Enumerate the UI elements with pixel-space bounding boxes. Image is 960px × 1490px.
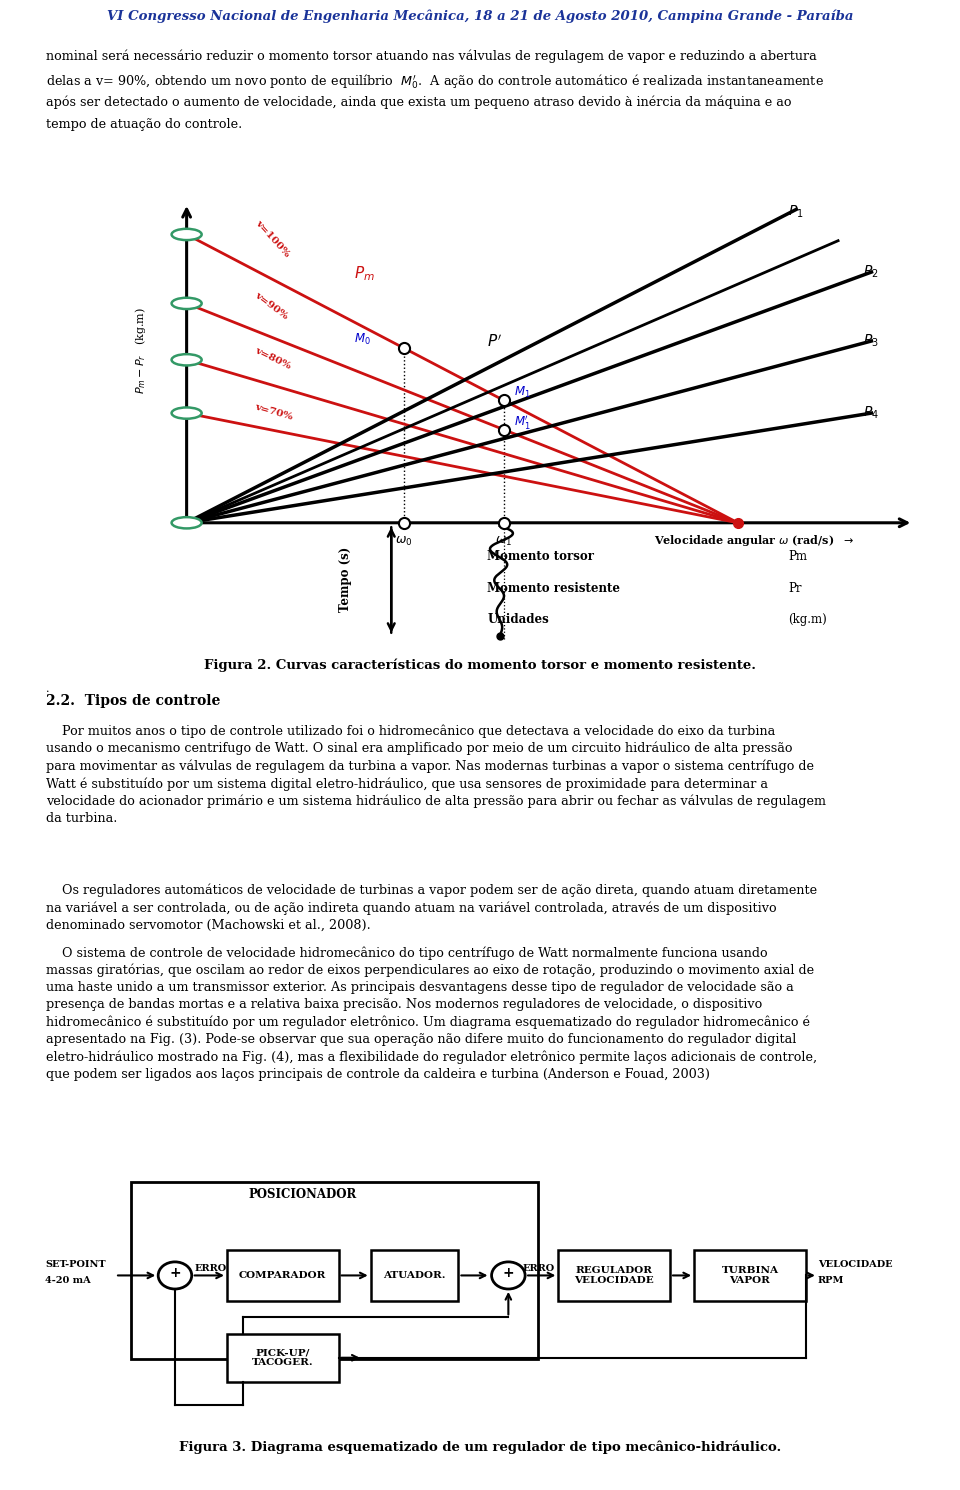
Text: Momento resistente: Momento resistente — [488, 581, 620, 595]
Text: VI Congresso Nacional de Engenharia Mecânica, 18 a 21 de Agosto 2010, Campina Gr: VI Congresso Nacional de Engenharia Mecâ… — [107, 10, 853, 24]
Text: Velocidade angular $\omega$ (rad/s)  $\rightarrow$: Velocidade angular $\omega$ (rad/s) $\ri… — [655, 532, 854, 547]
Text: POSICIONADOR: POSICIONADOR — [249, 1188, 357, 1201]
Circle shape — [172, 407, 202, 419]
Bar — [227, 1250, 339, 1301]
Text: (kg.m): (kg.m) — [788, 612, 827, 626]
Text: delas a v= 90%, obtendo um novo ponto de equilíbrio  $M_0'$.  A ação do controle: delas a v= 90%, obtendo um novo ponto de… — [46, 72, 824, 91]
Text: $P_m - P_r$   (kg.m): $P_m - P_r$ (kg.m) — [133, 307, 148, 393]
Text: 4-20 mA: 4-20 mA — [45, 1275, 91, 1284]
Text: TURBINA
VAPOR: TURBINA VAPOR — [721, 1265, 779, 1286]
Circle shape — [172, 298, 202, 308]
Text: Figura 3. Diagrama esquematizado de um regulador de tipo mecânico-hidráulico.: Figura 3. Diagrama esquematizado de um r… — [179, 1441, 781, 1454]
Text: $\omega_1$: $\omega_1$ — [495, 535, 513, 548]
Text: Os reguladores automáticos de velocidade de turbinas a vapor podem ser de ação d: Os reguladores automáticos de velocidade… — [46, 884, 817, 931]
Text: ERRO: ERRO — [195, 1264, 227, 1272]
Text: -: - — [172, 1280, 179, 1295]
Text: $P_3$: $P_3$ — [863, 332, 878, 349]
Text: $P_4$: $P_4$ — [863, 404, 879, 420]
Text: REGULADOR
VELOCIDADE: REGULADOR VELOCIDADE — [574, 1265, 654, 1286]
Bar — [694, 1250, 805, 1301]
Text: COMPARADOR: COMPARADOR — [239, 1271, 326, 1280]
Text: 2.2.  Tipos de controle: 2.2. Tipos de controle — [46, 694, 221, 708]
Text: $P_1$: $P_1$ — [788, 204, 804, 221]
Circle shape — [492, 1262, 525, 1289]
Circle shape — [158, 1262, 192, 1289]
Text: nominal será necessário reduzir o momento torsor atuando nas válvulas de regulag: nominal será necessário reduzir o moment… — [46, 49, 817, 63]
Text: Unidades: Unidades — [488, 612, 549, 626]
Circle shape — [172, 517, 202, 529]
Text: Tempo (s): Tempo (s) — [339, 547, 351, 612]
Text: $P'$: $P'$ — [488, 334, 502, 350]
Bar — [227, 1334, 339, 1383]
Text: Momento torsor: Momento torsor — [488, 550, 594, 563]
Text: Pr: Pr — [788, 581, 802, 595]
Text: ATUADOR.: ATUADOR. — [383, 1271, 445, 1280]
Text: v=80%: v=80% — [253, 346, 293, 371]
Bar — [131, 1182, 539, 1359]
Text: .: . — [46, 684, 50, 694]
Bar — [371, 1250, 459, 1301]
Text: $P_m$: $P_m$ — [353, 264, 374, 283]
Text: Por muitos anos o tipo de controle utilizado foi o hidromecânico que detectava a: Por muitos anos o tipo de controle utili… — [46, 724, 826, 825]
Bar — [559, 1250, 670, 1301]
Text: $M_1$: $M_1$ — [514, 384, 531, 399]
Text: v=100%: v=100% — [253, 218, 291, 258]
Text: ERRO: ERRO — [522, 1264, 554, 1272]
Text: O sistema de controle de velocidade hidromecânico do tipo centrífugo de Watt nor: O sistema de controle de velocidade hidr… — [46, 946, 817, 1080]
Circle shape — [172, 229, 202, 240]
Text: $M_0$: $M_0$ — [353, 332, 371, 347]
Text: após ser detectado o aumento de velocidade, ainda que exista um pequeno atraso d: após ser detectado o aumento de velocida… — [46, 95, 792, 109]
Text: Figura 2. Curvas características do momento torsor e momento resistente.: Figura 2. Curvas características do mome… — [204, 659, 756, 672]
Text: -: - — [505, 1280, 512, 1295]
Text: v=70%: v=70% — [253, 402, 294, 422]
Text: $P_2$: $P_2$ — [863, 264, 878, 280]
Text: $M_1'$: $M_1'$ — [514, 413, 531, 431]
Text: $\omega_0$: $\omega_0$ — [396, 535, 413, 548]
Text: Pm: Pm — [788, 550, 807, 563]
Text: tempo de atuação do controle.: tempo de atuação do controle. — [46, 119, 242, 131]
Text: v=90%: v=90% — [253, 291, 290, 320]
Text: VELOCIDADE: VELOCIDADE — [818, 1259, 893, 1268]
Text: RPM: RPM — [818, 1275, 844, 1284]
Text: +: + — [502, 1266, 515, 1280]
Text: SET-POINT: SET-POINT — [45, 1259, 106, 1268]
Text: PICK-UP/
TACOGER.: PICK-UP/ TACOGER. — [252, 1348, 314, 1368]
Text: +: + — [169, 1266, 180, 1280]
Circle shape — [172, 355, 202, 365]
